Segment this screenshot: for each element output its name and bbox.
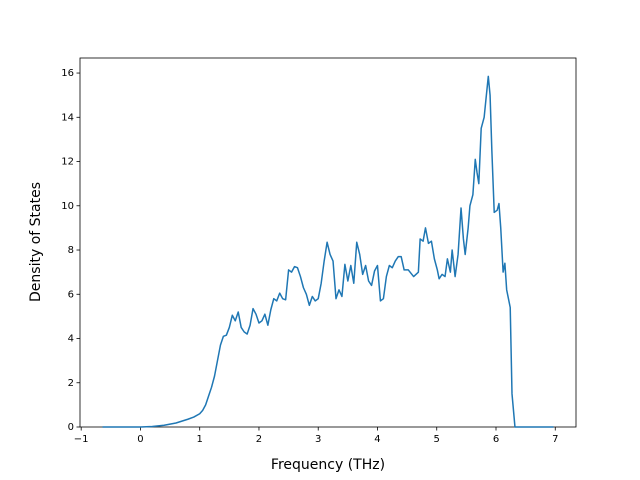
x-tick-label: 7 <box>552 434 558 445</box>
data-line <box>102 75 554 428</box>
y-tick-label: 4 <box>68 334 74 345</box>
y-tick-label: 8 <box>68 245 74 256</box>
y-tick-label: 16 <box>61 68 74 79</box>
x-tick-label: 1 <box>197 434 203 445</box>
y-tick-label: 10 <box>61 201 74 212</box>
y-tick-label: 0 <box>68 422 74 433</box>
y-tick-label: 12 <box>61 157 74 168</box>
y-tick-label: 6 <box>68 289 74 300</box>
y-tick-label: 2 <box>68 378 74 389</box>
x-tick-label: 4 <box>374 434 380 445</box>
y-axis-label: Density of States <box>28 182 44 302</box>
x-tick-label: 2 <box>256 434 262 445</box>
x-tick-label: 5 <box>434 434 440 445</box>
x-tick-label: 3 <box>315 434 321 445</box>
y-tick-label: 14 <box>61 112 74 123</box>
x-tick-label: 6 <box>493 434 499 445</box>
x-axis-label: Frequency (THz) <box>271 457 385 473</box>
axes-frame <box>79 57 577 428</box>
x-tick-label: 0 <box>137 434 143 445</box>
x-tick-label: −1 <box>74 434 89 445</box>
